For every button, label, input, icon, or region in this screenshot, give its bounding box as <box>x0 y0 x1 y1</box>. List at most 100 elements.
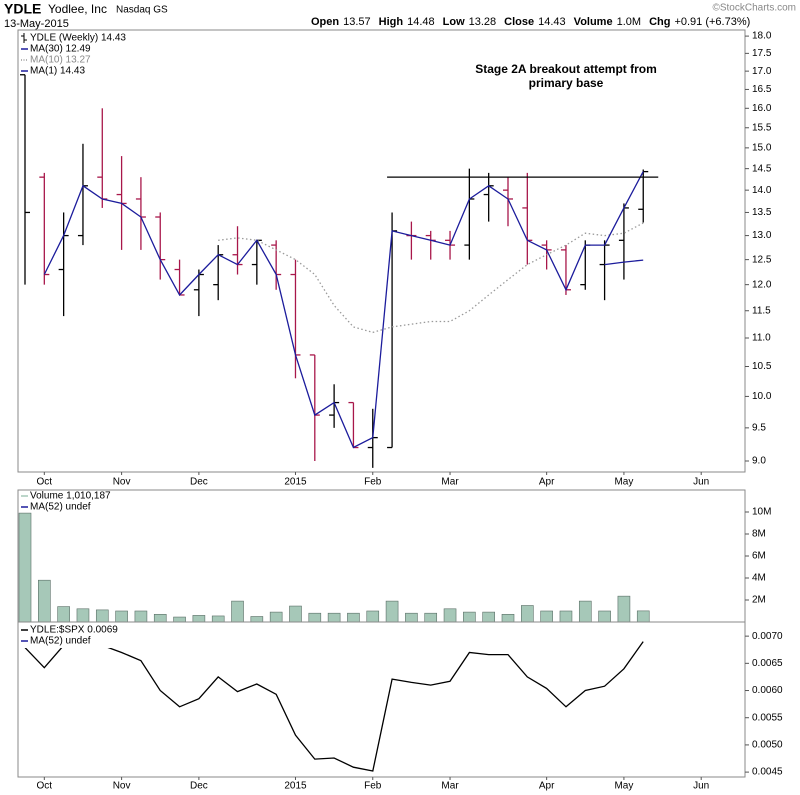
y-tick-label: 10.5 <box>752 361 772 372</box>
y-tick-label: 8M <box>752 529 766 540</box>
annotation: primary base <box>529 76 604 90</box>
volume-bar <box>289 605 302 623</box>
x-tick-label: Oct <box>37 477 53 488</box>
volume-bar <box>598 610 611 623</box>
volume-bar <box>115 610 128 623</box>
x-tick-label: Nov <box>113 477 131 488</box>
y-tick-label: 14.0 <box>752 185 772 196</box>
date: 13-May-2015 <box>4 18 69 30</box>
y-tick-label: 0.0060 <box>752 685 783 696</box>
legend-bg <box>19 624 129 648</box>
volume-bar <box>192 615 206 623</box>
volume-bar <box>347 612 360 623</box>
volume-bar <box>76 608 90 623</box>
legend-label: YDLE:$SPX 0.0069 <box>30 625 118 636</box>
legend-label: MA(1) 14.43 <box>30 66 85 77</box>
moving-average <box>218 222 644 334</box>
x-tick-label: Feb <box>364 781 382 792</box>
y-tick-label: 0.0070 <box>752 631 783 642</box>
x-tick-label: 2015 <box>284 477 307 488</box>
x-tick-label: Feb <box>364 477 382 488</box>
volume-bar <box>134 610 148 623</box>
quote-value: 1.0M <box>617 16 641 28</box>
y-tick-label: 10.0 <box>752 391 772 402</box>
legend-label: YDLE (Weekly) 14.43 <box>30 33 126 44</box>
y-tick-label: 0.0065 <box>752 658 783 669</box>
volume-bar <box>366 610 380 623</box>
y-tick-label: 10M <box>752 507 771 518</box>
y-tick-label: 18.0 <box>752 31 772 42</box>
volume-bar <box>578 600 592 623</box>
quote-line: Open 13.57 High 14.48 Low 13.28 Close 14.43 Volu… <box>311 16 750 28</box>
volume-bar <box>636 610 650 623</box>
exchange: Nasdaq GS <box>116 5 168 16</box>
volume-bar <box>521 605 534 623</box>
quote-label: Chg <box>649 16 670 28</box>
x-tick-label: Nov <box>113 781 131 792</box>
quote-label: High <box>379 16 404 28</box>
volume-bar <box>463 611 476 623</box>
x-tick-label: Dec <box>190 477 208 488</box>
moving-average <box>604 259 644 266</box>
x-tick-label: Dec <box>190 781 208 792</box>
x-tick-label: Oct <box>37 781 53 792</box>
y-tick-label: 14.5 <box>752 163 772 174</box>
quote-value: +0.91 (+6.73%) <box>674 16 750 28</box>
ratio-line <box>24 636 644 772</box>
volume-bar <box>424 612 438 623</box>
legend-label: MA(52) undef <box>30 502 91 513</box>
y-tick-label: 16.0 <box>752 103 772 114</box>
legend-label: MA(30) 12.49 <box>30 44 91 55</box>
y-tick-label: 13.0 <box>752 230 772 241</box>
volume-bar <box>57 606 70 623</box>
quote-value: 13.28 <box>469 16 497 28</box>
y-tick-label: 11.5 <box>752 305 771 316</box>
ohlc-legend-icon <box>21 33 27 43</box>
y-tick-label: 6M <box>752 551 766 562</box>
volume-bar <box>501 613 515 623</box>
watermark: ©StockCharts.com <box>712 3 796 14</box>
moving-average <box>43 171 644 449</box>
y-tick-label: 4M <box>752 573 766 584</box>
x-tick-label: May <box>614 477 633 488</box>
y-tick-label: 17.5 <box>752 48 772 59</box>
x-tick-label: Apr <box>539 477 555 488</box>
volume-bar <box>443 608 457 623</box>
ticker: YDLE <box>4 1 41 17</box>
panel-frame <box>17 29 746 473</box>
quote-value: 14.43 <box>538 16 566 28</box>
y-tick-label: 16.5 <box>752 84 772 95</box>
y-tick-label: 17.0 <box>752 66 772 77</box>
volume-bar <box>211 615 225 623</box>
y-tick-label: 0.0050 <box>752 740 783 751</box>
volume-bar <box>385 600 399 623</box>
quote-value: 13.57 <box>343 16 371 28</box>
legend-label: MA(10) 13.27 <box>30 55 91 66</box>
volume-bar <box>559 610 573 623</box>
volume-bar <box>308 612 322 623</box>
y-tick-label: 12.5 <box>752 254 772 265</box>
y-tick-label: 0.0045 <box>752 767 783 778</box>
y-tick-label: 12.0 <box>752 279 772 290</box>
volume-bar <box>250 616 264 623</box>
volume-bar <box>482 611 495 623</box>
x-tick-label: May <box>614 781 633 792</box>
x-tick-label: Apr <box>539 781 555 792</box>
quote-label: Open <box>311 16 339 28</box>
quote-label: Volume <box>574 16 613 28</box>
y-tick-label: 9.5 <box>752 423 766 434</box>
x-tick-label: Jun <box>693 477 709 488</box>
annotation: Stage 2A breakout attempt from <box>475 62 657 76</box>
legend-label: MA(52) undef <box>30 636 91 647</box>
volume-bar <box>617 595 631 623</box>
y-tick-label: 0.0055 <box>752 712 783 723</box>
volume-bar <box>540 610 553 623</box>
x-tick-label: 2015 <box>284 781 307 792</box>
quote-label: Close <box>504 16 534 28</box>
volume-bar <box>231 600 244 623</box>
y-tick-label: 13.5 <box>752 207 772 218</box>
volume-bar <box>153 613 167 623</box>
volume-bar <box>269 611 283 623</box>
panel-frame <box>17 489 746 623</box>
